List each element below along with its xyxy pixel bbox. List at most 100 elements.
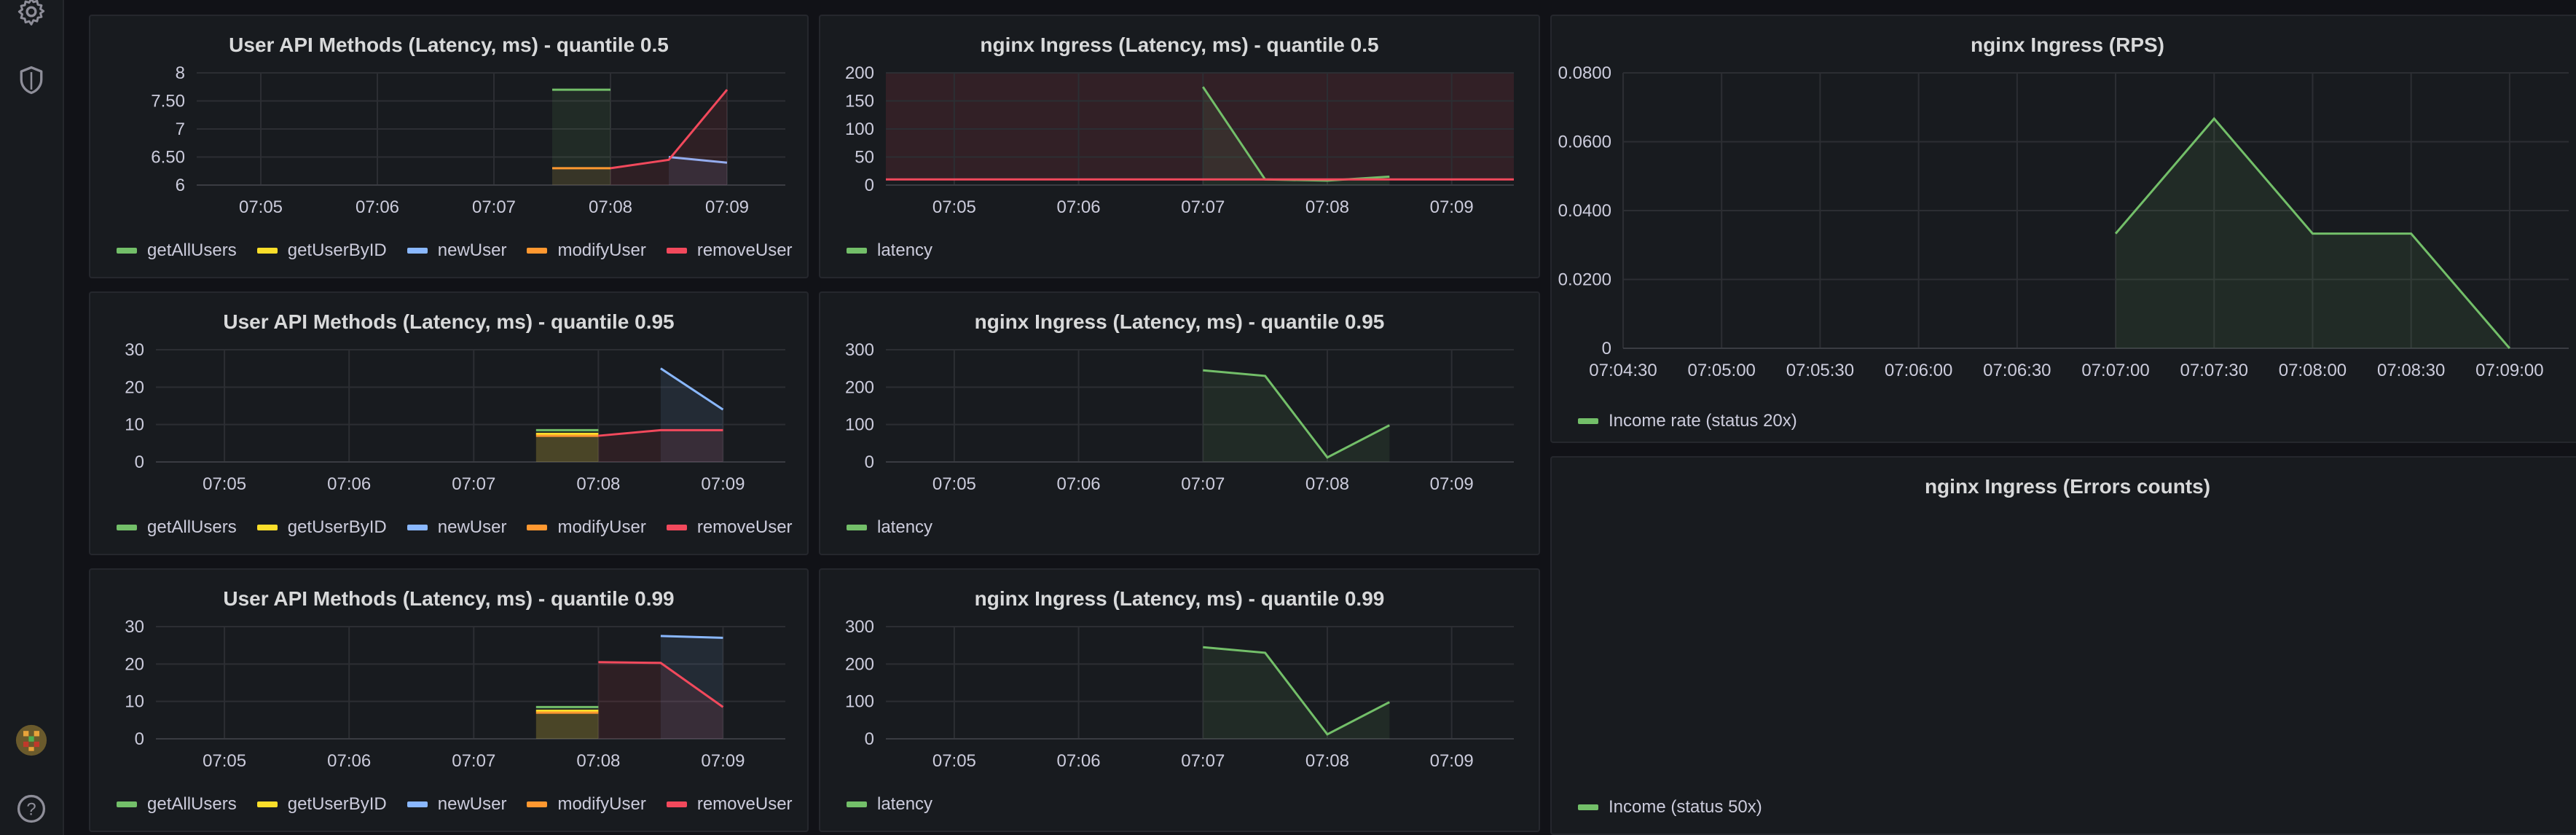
y-tick-label: 300 bbox=[845, 617, 874, 637]
legend: Income rate (status 20x) bbox=[1578, 411, 1797, 431]
legend-item[interactable]: getAllUsers bbox=[117, 794, 237, 815]
x-tick-label: 07:09 bbox=[701, 751, 745, 771]
y-tick-label: 0 bbox=[135, 452, 144, 472]
y-tick-label: 200 bbox=[845, 654, 874, 674]
x-tick-label: 07:07 bbox=[1181, 751, 1225, 771]
legend-label: getUserByID bbox=[287, 517, 387, 537]
x-tick-label: 07:06 bbox=[356, 197, 399, 217]
series-fill bbox=[535, 707, 599, 739]
y-tick-label: 0 bbox=[865, 452, 874, 472]
series-fill bbox=[535, 434, 599, 462]
legend-item[interactable]: getUserByID bbox=[256, 240, 387, 261]
x-tick-label: 07:04:30 bbox=[1589, 361, 1657, 380]
legend-label: latency bbox=[877, 240, 933, 260]
panel-nginx-errors: nginx Ingress (Errors counts) 05101507:0… bbox=[1550, 456, 2576, 835]
legend-swatch bbox=[527, 801, 548, 807]
legend-label: modifyUser bbox=[557, 240, 646, 260]
x-tick-label: 07:05 bbox=[203, 474, 246, 494]
y-tick-label: 0.0200 bbox=[1558, 270, 1611, 290]
legend-item[interactable]: getUserByID bbox=[256, 794, 387, 815]
x-tick-label: 07:08 bbox=[589, 197, 632, 217]
series-line-removeuser[interactable] bbox=[610, 89, 729, 170]
legend-item[interactable]: Income (status 50x) bbox=[1578, 797, 1762, 818]
y-tick-label: 0 bbox=[865, 176, 874, 195]
legend: latency bbox=[847, 794, 932, 815]
legend: getAllUsers getUserByID newUser modifyUser r… bbox=[117, 517, 793, 538]
legend-label: modifyUser bbox=[557, 517, 646, 537]
series-fill bbox=[610, 90, 727, 185]
x-tick-label: 07:07 bbox=[452, 474, 495, 494]
y-tick-label: 7 bbox=[176, 119, 185, 139]
x-tick-label: 07:09 bbox=[1430, 751, 1474, 771]
panel-title[interactable]: nginx Ingress (Latency, ms) - quantile 0… bbox=[980, 34, 1379, 56]
series-fill bbox=[660, 368, 723, 462]
x-tick-label: 07:06 bbox=[327, 474, 371, 494]
panel-title[interactable]: User API Methods (Latency, ms) - quantil… bbox=[229, 34, 669, 56]
panel-title[interactable]: User API Methods (Latency, ms) - quantil… bbox=[223, 310, 675, 333]
series-line-latency[interactable] bbox=[1203, 646, 1390, 736]
legend-item[interactable]: getAllUsers bbox=[117, 240, 237, 261]
y-tick-label: 100 bbox=[845, 692, 874, 712]
panel-title[interactable]: nginx Ingress (RPS) bbox=[1970, 34, 2165, 56]
x-tick-label: 07:07 bbox=[472, 197, 516, 217]
series-line-removeuser[interactable] bbox=[598, 661, 724, 708]
chart-user-api-q99: 0 10 20 30 07:05 07:06 07:07 07:08 07:09 bbox=[125, 617, 785, 771]
legend-item[interactable]: modifyUser bbox=[527, 240, 646, 261]
legend-item[interactable]: newUser bbox=[407, 517, 506, 538]
legend-item[interactable]: getUserByID bbox=[256, 517, 387, 538]
y-tick-label: 8 bbox=[176, 63, 185, 83]
legend: latency bbox=[847, 240, 932, 261]
legend-swatch bbox=[407, 248, 428, 254]
panel-nginx-latency-q95: nginx Ingress (Latency, ms) - quantile 0… bbox=[819, 291, 1540, 555]
x-tick-label: 07:09:00 bbox=[2475, 361, 2543, 380]
legend-item[interactable]: getAllUsers bbox=[117, 517, 237, 538]
legend-item[interactable]: removeUser bbox=[666, 240, 793, 261]
y-tick-label: 50 bbox=[855, 148, 874, 168]
x-tick-label: 07:07 bbox=[1181, 197, 1225, 217]
legend-item[interactable]: newUser bbox=[407, 794, 506, 815]
legend: getAllUsers getUserByID newUser modifyUser r… bbox=[117, 240, 793, 261]
legend-item[interactable]: modifyUser bbox=[527, 794, 646, 815]
legend-swatch bbox=[256, 525, 278, 530]
legend-item[interactable]: newUser bbox=[407, 240, 506, 261]
legend-label: getUserByID bbox=[287, 794, 387, 814]
panel-title[interactable]: nginx Ingress (Errors counts) bbox=[1924, 475, 2211, 498]
legend-swatch bbox=[407, 801, 428, 807]
legend-swatch bbox=[256, 801, 278, 807]
x-tick-label: 07:09 bbox=[705, 197, 749, 217]
panel-user-api-q95: User API Methods (Latency, ms) - quantil… bbox=[89, 291, 809, 555]
panel-title[interactable]: nginx Ingress (Latency, ms) - quantile 0… bbox=[974, 310, 1385, 333]
legend-swatch bbox=[666, 525, 687, 530]
chart-nginx-rps: 0 0.0200 0.0400 0.0600 0.0800 07:04:30 07:05:0… bbox=[1558, 63, 2569, 380]
panel-title[interactable]: nginx Ingress (Latency, ms) - quantile 0… bbox=[974, 587, 1385, 610]
series-line-income-rate-status-20x-[interactable] bbox=[2114, 117, 2511, 349]
help-icon[interactable]: ? bbox=[15, 793, 47, 825]
x-tick-label: 07:06 bbox=[1057, 474, 1101, 494]
legend-item[interactable]: latency bbox=[847, 517, 932, 538]
series-line-newuser[interactable] bbox=[660, 367, 724, 411]
x-tick-label: 07:06 bbox=[327, 751, 371, 771]
series-line-removeuser[interactable] bbox=[598, 428, 723, 437]
threshold-band bbox=[886, 73, 1514, 180]
gear-icon[interactable] bbox=[15, 0, 47, 28]
y-tick-label: 0.0600 bbox=[1558, 133, 1611, 152]
y-tick-label: 100 bbox=[845, 119, 874, 139]
avatar[interactable] bbox=[15, 724, 47, 756]
legend-item[interactable]: latency bbox=[847, 794, 932, 815]
series-line-newuser[interactable] bbox=[660, 635, 723, 639]
shield-icon[interactable] bbox=[15, 64, 47, 96]
legend-label: Income (status 50x) bbox=[1609, 797, 1762, 817]
legend-item[interactable]: Income rate (status 20x) bbox=[1578, 411, 1797, 431]
legend-item[interactable]: latency bbox=[847, 240, 932, 261]
x-tick-label: 07:05 bbox=[239, 197, 283, 217]
series-line-latency[interactable] bbox=[1203, 369, 1390, 459]
legend-item[interactable]: removeUser bbox=[666, 794, 793, 815]
panel-title[interactable]: User API Methods (Latency, ms) - quantil… bbox=[223, 587, 675, 610]
series-line-newuser[interactable] bbox=[668, 156, 728, 164]
x-tick-label: 07:07:00 bbox=[2081, 361, 2149, 380]
legend-item[interactable]: modifyUser bbox=[527, 517, 646, 538]
chart-nginx-latency-q50: 0 50 100 150 200 07:05 07:06 07:07 07:08 07:09 bbox=[845, 63, 1514, 217]
legend-item[interactable]: removeUser bbox=[666, 517, 793, 538]
legend-label: modifyUser bbox=[557, 794, 646, 814]
x-tick-label: 07:05:30 bbox=[1786, 361, 1854, 380]
